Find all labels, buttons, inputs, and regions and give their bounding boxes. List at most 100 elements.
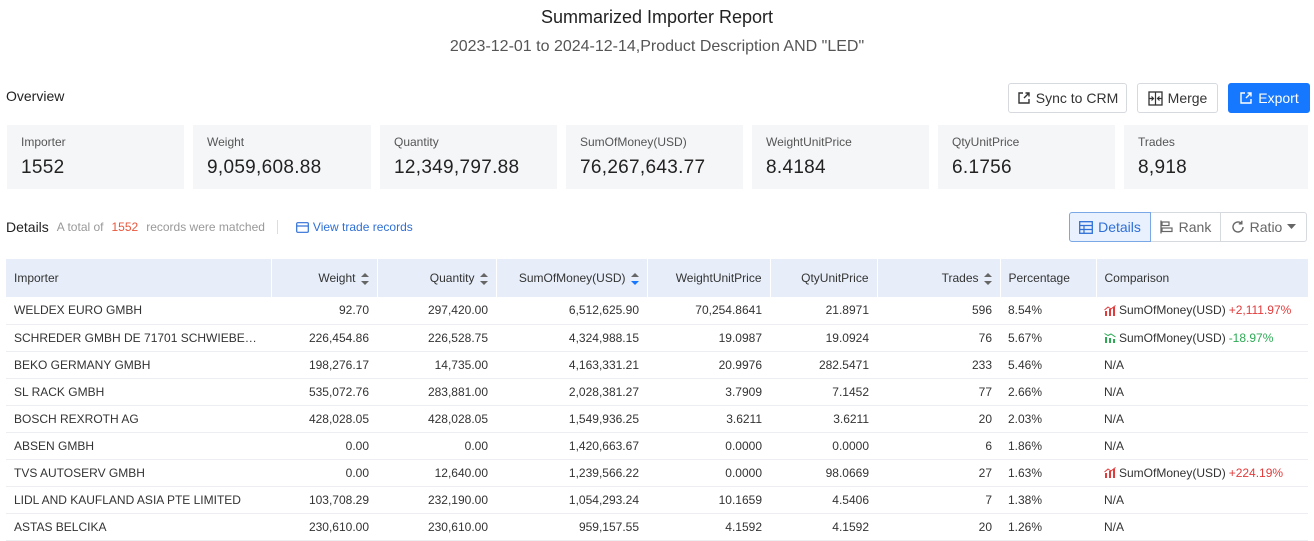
bar-chart-icon xyxy=(1160,220,1173,234)
importer-name-link[interactable]: SL RACK GMBH xyxy=(6,378,271,406)
sort-icon[interactable] xyxy=(479,272,488,285)
importer-table: Importer Weight Quantity SumOfMoney(USD)… xyxy=(6,259,1309,541)
trades-cell: 233 xyxy=(877,351,1000,379)
trades-cell: 76 xyxy=(877,324,1000,352)
table-row: SCHREDER GMBH DE 71701 SCHWIEBERDINGE...… xyxy=(6,324,1308,352)
sum-of-money-cell: 4,324,988.15 xyxy=(496,324,647,352)
stat-value: 8.4184 xyxy=(766,157,826,178)
importer-name-link[interactable]: LIDL AND KAUFLAND ASIA PTE LIMITED xyxy=(6,486,271,514)
divider xyxy=(276,220,278,234)
merge-icon xyxy=(1148,90,1163,106)
stat-card-weight: Weight 9,059,608.88 xyxy=(193,125,371,189)
stat-card-weight-unit-price: WeightUnitPrice 8.4184 xyxy=(752,125,929,189)
qty-unit-price-cell: 7.1452 xyxy=(770,378,877,406)
stat-label: Weight xyxy=(207,135,245,149)
sum-of-money-cell: 1,054,293.24 xyxy=(496,486,647,514)
column-header-trades[interactable]: Trades xyxy=(877,259,1001,297)
comparison-cell: N/A xyxy=(1096,513,1308,541)
column-header-percentage: Percentage xyxy=(1000,259,1097,297)
percentage-cell: 1.63% xyxy=(1000,459,1096,487)
sum-of-money-cell: 1,420,663.67 xyxy=(496,432,647,460)
stat-value: 12,349,797.88 xyxy=(394,157,520,178)
qty-unit-price-cell: 98.0669 xyxy=(770,459,877,487)
trades-cell: 6 xyxy=(877,432,1000,460)
merge-button[interactable]: Merge xyxy=(1137,83,1218,113)
table-row: BOSCH REXROTH AG 428,028.05 428,028.05 1,54… xyxy=(6,405,1308,433)
column-header-qty-unit-price: QtyUnitPrice xyxy=(770,259,878,297)
quantity-cell: 428,028.05 xyxy=(377,405,496,433)
comparison-metric: SumOfMoney(USD) xyxy=(1119,465,1226,480)
weight-cell: 0.00 xyxy=(271,459,377,487)
column-header-sum-of-money[interactable]: SumOfMoney(USD) xyxy=(496,259,648,297)
table-row: ASTAS BELCIKA 230,610.00 230,610.00 959,157… xyxy=(6,513,1308,541)
weight-cell: 198,276.17 xyxy=(271,351,377,379)
trades-cell: 596 xyxy=(877,297,1000,325)
refresh-icon xyxy=(1232,220,1244,233)
percentage-cell: 1.26% xyxy=(1000,513,1096,541)
weight-unit-price-cell: 0.0000 xyxy=(647,432,770,460)
sort-desc-icon[interactable] xyxy=(630,272,639,285)
percentage-cell: 2.66% xyxy=(1000,378,1096,406)
column-header-comparison: Comparison xyxy=(1096,259,1309,297)
sort-icon[interactable] xyxy=(983,272,992,285)
sync-to-crm-button[interactable]: Sync to CRM xyxy=(1008,83,1127,113)
view-rank-button[interactable]: Rank xyxy=(1150,212,1221,242)
importer-name-link[interactable]: ASTAS BELCIKA xyxy=(6,513,271,541)
sum-of-money-cell: 1,239,566.22 xyxy=(496,459,647,487)
sort-icon[interactable] xyxy=(360,272,369,285)
column-header-importer: Importer xyxy=(6,259,272,297)
column-header-quantity[interactable]: Quantity xyxy=(377,259,497,297)
table-row: ABSEN GMBH 0.00 0.00 1,420,663.67 0.0000 0.00… xyxy=(6,432,1308,460)
weight-cell: 230,610.00 xyxy=(271,513,377,541)
stat-label: Importer xyxy=(21,135,66,149)
weight-unit-price-cell: 4.1592 xyxy=(647,513,770,541)
qty-unit-price-cell: 21.8971 xyxy=(770,297,877,325)
table-row: SL RACK GMBH 535,072.76 283,881.00 2,028,38… xyxy=(6,378,1308,406)
view-details-button[interactable]: Details xyxy=(1069,212,1151,242)
importer-name-link[interactable]: WELDEX EURO GMBH xyxy=(6,297,271,325)
table-body: WELDEX EURO GMBH 92.70 297,420.00 6,512,625… xyxy=(6,297,1308,541)
percentage-cell: 8.54% xyxy=(1000,297,1096,325)
importer-name-link[interactable]: TVS AUTOSERV GMBH xyxy=(6,459,271,487)
stat-label: QtyUnitPrice xyxy=(952,135,1020,149)
comparison-cell: N/A xyxy=(1096,432,1308,460)
view-trade-records-link[interactable]: View trade records xyxy=(296,220,413,234)
report-subtitle: 2023-12-01 to 2024-12-14,Product Descrip… xyxy=(449,38,865,55)
weight-cell: 103,708.29 xyxy=(271,486,377,514)
importer-name-link[interactable]: BEKO GERMANY GMBH xyxy=(6,351,271,379)
quantity-cell: 226,528.75 xyxy=(377,324,496,352)
percentage-cell: 5.67% xyxy=(1000,324,1096,352)
sum-of-money-cell: 2,028,381.27 xyxy=(496,378,647,406)
percentage-cell: 1.38% xyxy=(1000,486,1096,514)
weight-cell: 0.00 xyxy=(271,432,377,460)
view-ratio-button[interactable]: Ratio xyxy=(1220,212,1307,242)
table-row: LIDL AND KAUFLAND ASIA PTE LIMITED 103,70… xyxy=(6,486,1308,514)
comparison-cell: N/A xyxy=(1096,405,1308,433)
weight-unit-price-cell: 0.0000 xyxy=(647,459,770,487)
importer-name-link[interactable]: BOSCH REXROTH AG xyxy=(6,405,271,433)
export-button[interactable]: Export xyxy=(1228,83,1310,113)
comparison-cell: SumOfMoney(USD) +2,111.97% xyxy=(1096,297,1308,325)
view-rank-label: Rank xyxy=(1178,219,1212,235)
column-header-weight[interactable]: Weight xyxy=(271,259,378,297)
trend-down-icon xyxy=(1104,333,1116,343)
stat-card-importer: Importer 1552 xyxy=(7,125,184,189)
quantity-cell: 230,610.00 xyxy=(377,513,496,541)
importer-name-link[interactable]: SCHREDER GMBH DE 71701 SCHWIEBERDINGE... xyxy=(6,324,271,352)
weight-cell: 226,454.86 xyxy=(271,324,377,352)
weight-unit-price-cell: 10.1659 xyxy=(647,486,770,514)
table-row: WELDEX EURO GMBH 92.70 297,420.00 6,512,625… xyxy=(6,297,1308,325)
importer-name-link[interactable]: ABSEN GMBH xyxy=(6,432,271,460)
comparison-metric: SumOfMoney(USD) xyxy=(1119,303,1226,318)
quantity-cell: 297,420.00 xyxy=(377,297,496,325)
overview-heading: Overview xyxy=(6,88,65,104)
weight-unit-price-cell: 19.0987 xyxy=(647,324,770,352)
stat-label: Trades xyxy=(1138,135,1175,149)
stat-card-trades: Trades 8,918 xyxy=(1124,125,1308,189)
stat-value: 9,059,608.88 xyxy=(207,157,322,178)
merge-label: Merge xyxy=(1167,90,1208,106)
column-header-weight-unit-price: WeightUnitPrice xyxy=(647,259,771,297)
quantity-cell: 12,640.00 xyxy=(377,459,496,487)
view-ratio-label: Ratio xyxy=(1249,219,1283,235)
qty-unit-price-cell: 282.5471 xyxy=(770,351,877,379)
